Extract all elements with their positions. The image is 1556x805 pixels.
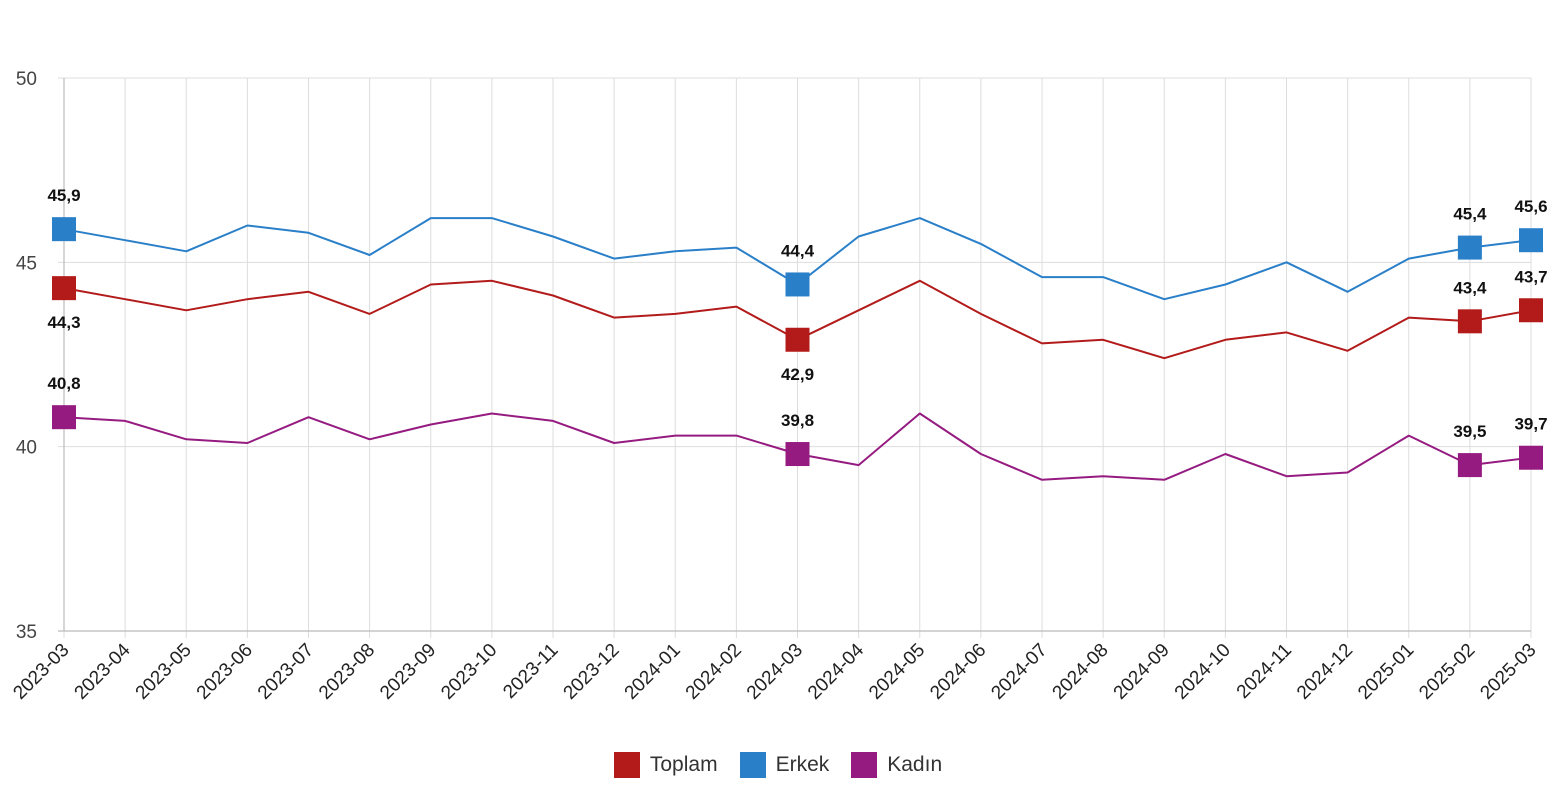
data-marker	[1457, 235, 1482, 260]
x-tick-label: 2024-12	[1293, 640, 1357, 704]
legend-item-kadın[interactable]: Kadın	[851, 752, 942, 778]
legend-label: Toplam	[649, 753, 718, 776]
x-tick-label: 2024-05	[865, 640, 929, 704]
x-tick-label: 2024-07	[987, 640, 1051, 704]
x-tick-label: 2024-01	[621, 640, 685, 704]
y-tick-label: 45	[16, 253, 37, 274]
grid-lines	[58, 77, 1532, 638]
x-tick-label: 2024-10	[1171, 640, 1235, 704]
data-marker	[1519, 298, 1543, 323]
x-tick-label: 2023-07	[254, 640, 318, 704]
y-tick-label: 50	[16, 69, 37, 90]
x-tick-label: 2023-06	[193, 640, 257, 704]
data-marker	[785, 327, 810, 352]
data-label: 42,9	[781, 365, 814, 384]
x-tick-label: 2023-04	[71, 639, 135, 703]
data-marker	[1519, 445, 1543, 470]
data-marker	[785, 272, 810, 297]
data-label: 45,6	[1514, 197, 1547, 216]
x-tick-label: 2023-12	[560, 640, 624, 704]
x-tick-label: 2023-03	[9, 640, 73, 704]
x-tick-label: 2024-02	[682, 640, 746, 704]
x-tick-label: 2025-03	[1476, 640, 1540, 704]
x-tick-label: 2023-10	[437, 640, 501, 704]
x-tick-label: 2024-09	[1110, 640, 1174, 704]
data-marker	[52, 276, 76, 301]
series-lines	[52, 217, 1543, 481]
legend-swatch	[851, 752, 878, 778]
x-tick-label: 2024-06	[926, 640, 990, 704]
legend-item-erkek[interactable]: Erkek	[739, 752, 830, 778]
x-tick-label: 2024-04	[804, 639, 868, 703]
data-label: 39,5	[1453, 422, 1486, 441]
axes: 354045502023-032023-042023-052023-062023…	[9, 69, 1540, 704]
x-tick-label: 2024-08	[1049, 640, 1113, 704]
data-label: 39,8	[781, 411, 814, 430]
x-tick-label: 2023-11	[499, 640, 562, 703]
data-marker	[1457, 309, 1482, 334]
x-tick-label: 2024-11	[1233, 640, 1296, 703]
x-tick-label: 2025-02	[1415, 640, 1479, 704]
legend-label: Kadın	[887, 753, 943, 776]
data-label: 45,9	[47, 186, 80, 205]
data-label: 40,8	[47, 374, 80, 393]
legend: Toplam Erkek Kadın	[0, 752, 1556, 778]
data-label: 45,4	[1453, 205, 1487, 224]
x-tick-label: 2025-01	[1354, 640, 1418, 704]
x-tick-label: 2023-08	[315, 640, 379, 704]
y-tick-label: 40	[16, 438, 37, 459]
data-label: 39,7	[1514, 415, 1547, 434]
data-label: 43,4	[1453, 278, 1487, 297]
data-marker	[1519, 228, 1543, 253]
legend-item-toplam[interactable]: Toplam	[613, 752, 718, 778]
y-tick-label: 35	[16, 622, 37, 643]
data-marker	[52, 405, 76, 430]
data-marker	[785, 442, 810, 467]
x-tick-label: 2023-09	[376, 640, 440, 704]
x-tick-label: 2024-03	[743, 640, 807, 704]
data-marker	[1457, 453, 1482, 478]
x-tick-label: 2023-05	[132, 640, 196, 704]
legend-swatch	[613, 752, 640, 778]
legend-swatch	[739, 752, 766, 778]
data-marker	[52, 217, 76, 242]
data-label: 44,4	[781, 241, 815, 260]
legend-label: Erkek	[775, 753, 830, 776]
data-label: 44,3	[47, 313, 80, 332]
data-labels: 44,3 42,9 43,4 43,7 45,9 44,4 45,4 45,6 40,8 39,8…	[47, 186, 1547, 441]
data-label: 43,7	[1514, 267, 1547, 286]
